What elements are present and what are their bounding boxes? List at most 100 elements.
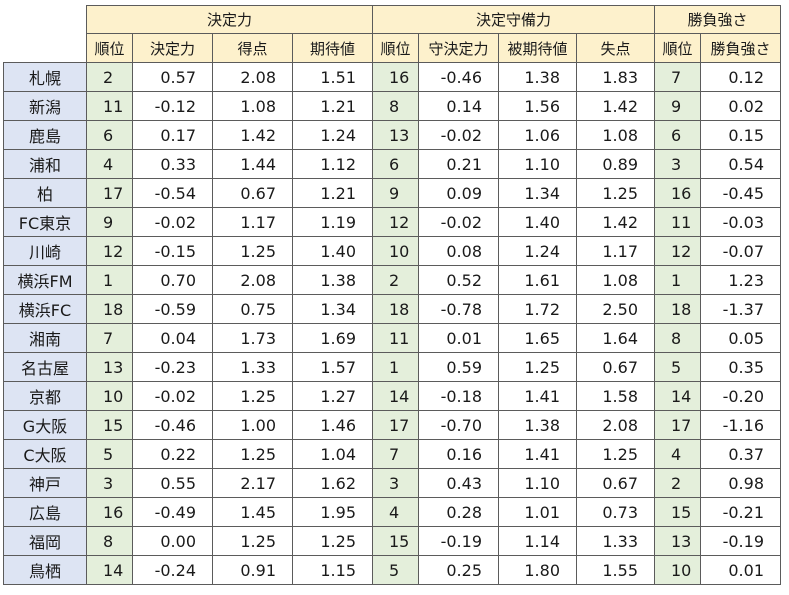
rank-finishing-cell: 1 — [86, 265, 133, 295]
strength-cell: 0.05 — [700, 323, 781, 353]
expected-cell: 1.34 — [292, 294, 373, 324]
finishing-cell: -0.46 — [132, 410, 213, 440]
rank-defense-cell: 15 — [372, 526, 419, 556]
def-finishing-cell: 0.09 — [418, 178, 499, 208]
header-strength: 勝負強さ — [700, 33, 781, 63]
rank-defense-cell: 17 — [372, 410, 419, 440]
rank-finishing-cell: 18 — [86, 294, 133, 324]
strength-cell: 0.54 — [700, 149, 781, 179]
conceded-cell: 1.64 — [576, 323, 655, 353]
finishing-cell: 0.55 — [132, 468, 213, 498]
conceded-cell: 1.25 — [576, 178, 655, 208]
rank-strength-cell: 10 — [654, 555, 701, 585]
rank-finishing-cell: 6 — [86, 120, 133, 150]
conceded-cell: 1.08 — [576, 265, 655, 295]
strength-cell: 0.37 — [700, 439, 781, 469]
goals-cell: 0.91 — [212, 555, 293, 585]
team-name-cell: 広島 — [3, 497, 87, 527]
table-row: 浦和 4 0.33 1.44 1.12 6 0.21 1.10 0.89 3 0.54 — [3, 149, 781, 179]
team-name-cell: 名古屋 — [3, 352, 87, 382]
rank-defense-cell: 13 — [372, 120, 419, 150]
rank-strength-cell: 14 — [654, 381, 701, 411]
expected-cell: 1.57 — [292, 352, 373, 382]
table-row: C大阪 5 0.22 1.25 1.04 7 0.16 1.41 1.25 4 0.37 — [3, 439, 781, 469]
finishing-cell: 0.33 — [132, 149, 213, 179]
rank-strength-cell: 2 — [654, 468, 701, 498]
expected-against-cell: 1.10 — [498, 468, 577, 498]
expected-cell: 1.38 — [292, 265, 373, 295]
rank-defense-cell: 8 — [372, 91, 419, 121]
goals-cell: 0.75 — [212, 294, 293, 324]
rank-defense-cell: 11 — [372, 323, 419, 353]
expected-against-cell: 1.38 — [498, 62, 577, 92]
sub-header-row: 順位 決定力 得点 期待値 順位 守決定力 被期待値 失点 順位 勝負強さ — [3, 33, 781, 63]
expected-cell: 1.27 — [292, 381, 373, 411]
rank-defense-cell: 3 — [372, 468, 419, 498]
def-finishing-cell: 0.52 — [418, 265, 499, 295]
rank-defense-cell: 12 — [372, 207, 419, 237]
def-finishing-cell: -0.02 — [418, 207, 499, 237]
conceded-cell: 1.42 — [576, 91, 655, 121]
finishing-cell: -0.49 — [132, 497, 213, 527]
rank-finishing-cell: 14 — [86, 555, 133, 585]
def-finishing-cell: -0.18 — [418, 381, 499, 411]
expected-against-cell: 1.34 — [498, 178, 577, 208]
table-row: 柏 17 -0.54 0.67 1.21 9 0.09 1.34 1.25 16 -0.45 — [3, 178, 781, 208]
rank-finishing-cell: 9 — [86, 207, 133, 237]
rank-strength-cell: 18 — [654, 294, 701, 324]
expected-cell: 1.21 — [292, 91, 373, 121]
conceded-cell: 0.67 — [576, 468, 655, 498]
table-row: 湘南 7 0.04 1.73 1.69 11 0.01 1.65 1.64 8 0.05 — [3, 323, 781, 353]
strength-cell: 0.02 — [700, 91, 781, 121]
rank-defense-cell: 18 — [372, 294, 419, 324]
expected-against-cell: 1.72 — [498, 294, 577, 324]
rank-strength-cell: 11 — [654, 207, 701, 237]
expected-cell: 1.21 — [292, 178, 373, 208]
rank-finishing-cell: 7 — [86, 323, 133, 353]
group-header-finishing: 決定力 — [86, 5, 373, 34]
expected-cell: 1.51 — [292, 62, 373, 92]
conceded-cell: 0.67 — [576, 352, 655, 382]
header-expected-against: 被期待値 — [498, 33, 577, 63]
rank-strength-cell: 7 — [654, 62, 701, 92]
rank-finishing-cell: 4 — [86, 149, 133, 179]
expected-cell: 1.62 — [292, 468, 373, 498]
rank-defense-cell: 16 — [372, 62, 419, 92]
table-row: 鹿島 6 0.17 1.42 1.24 13 -0.02 1.06 1.08 6 0.15 — [3, 120, 781, 150]
corner-blank — [3, 5, 87, 34]
team-name-cell: 柏 — [3, 178, 87, 208]
finishing-cell: -0.02 — [132, 207, 213, 237]
conceded-cell: 1.17 — [576, 236, 655, 266]
header-rank-defense: 順位 — [372, 33, 419, 63]
finishing-cell: -0.24 — [132, 555, 213, 585]
expected-against-cell: 1.61 — [498, 265, 577, 295]
header-goals: 得点 — [212, 33, 293, 63]
strength-cell: 0.35 — [700, 352, 781, 382]
table-body: 札幌 2 0.57 2.08 1.51 16 -0.46 1.38 1.83 7 0.12 新潟 11-… — [3, 62, 781, 585]
rank-strength-cell: 5 — [654, 352, 701, 382]
rank-finishing-cell: 15 — [86, 410, 133, 440]
expected-against-cell: 1.14 — [498, 526, 577, 556]
rank-defense-cell: 2 — [372, 265, 419, 295]
rank-defense-cell: 7 — [372, 439, 419, 469]
table-row: 新潟 11 -0.12 1.08 1.21 8 0.14 1.56 1.42 9 0.02 — [3, 91, 781, 121]
def-finishing-cell: 0.59 — [418, 352, 499, 382]
rank-finishing-cell: 11 — [86, 91, 133, 121]
expected-cell: 1.15 — [292, 555, 373, 585]
expected-cell: 1.46 — [292, 410, 373, 440]
goals-cell: 2.17 — [212, 468, 293, 498]
expected-against-cell: 1.41 — [498, 381, 577, 411]
goals-cell: 1.17 — [212, 207, 293, 237]
expected-against-cell: 1.80 — [498, 555, 577, 585]
def-finishing-cell: -0.02 — [418, 120, 499, 150]
strength-cell: -0.03 — [700, 207, 781, 237]
strength-cell: -0.19 — [700, 526, 781, 556]
rank-finishing-cell: 16 — [86, 497, 133, 527]
goals-cell: 1.73 — [212, 323, 293, 353]
goals-cell: 1.44 — [212, 149, 293, 179]
header-rank-finishing: 順位 — [86, 33, 133, 63]
table-row: 福岡 8 0.00 1.25 1.25 15 -0.19 1.14 1.33 13 -0.19 — [3, 526, 781, 556]
corner-blank-2 — [3, 33, 87, 63]
group-header-row: 決定力 決定守備力 勝負強さ — [3, 5, 781, 34]
goals-cell: 1.45 — [212, 497, 293, 527]
